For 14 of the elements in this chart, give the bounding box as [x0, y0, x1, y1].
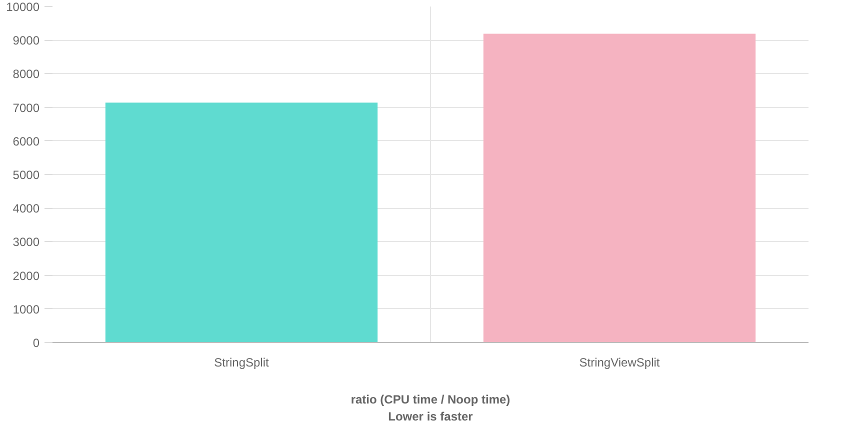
y-tick-label: 0: [32, 336, 40, 350]
y-tick-label: 4000: [12, 202, 40, 216]
y-tick-label: 3000: [12, 235, 40, 250]
y-tick-label: 7000: [12, 100, 40, 115]
y-tick-label: 10000: [6, 0, 40, 14]
y-tick-label: 8000: [12, 67, 40, 82]
x-tick-label: StringSplit: [214, 356, 270, 370]
y-tick-label: 9000: [12, 34, 40, 48]
y-tick-label: 2000: [12, 268, 40, 283]
x-axis-title: ratio (CPU time / Noop time) Lower is faster: [350, 392, 510, 424]
x-tick-label: StringViewSplit: [579, 356, 660, 370]
y-tick-label: 5000: [12, 168, 40, 182]
y-tick-label: 1000: [12, 302, 40, 316]
y-tick-label: 6000: [12, 134, 40, 148]
